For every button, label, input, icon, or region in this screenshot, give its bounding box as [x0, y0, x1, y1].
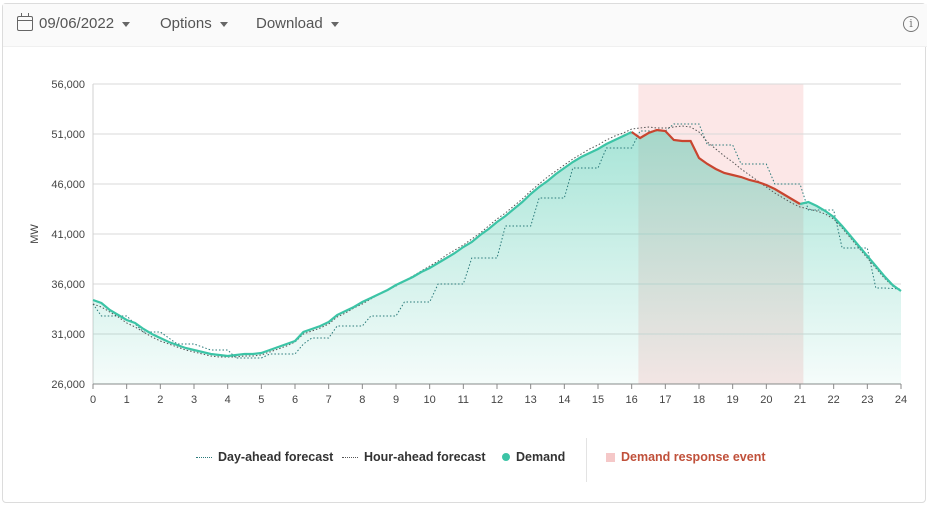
- x-tick-label: 16: [626, 394, 638, 406]
- legend-day-ahead-label: Day-ahead forecast: [218, 450, 334, 464]
- x-tick-label: 4: [225, 394, 231, 406]
- x-tick-label: 0: [90, 394, 96, 406]
- calendar-icon: [17, 13, 33, 31]
- demand-area: [93, 130, 901, 384]
- legend-event[interactable]: Demand response event: [606, 450, 766, 464]
- x-tick-label: 12: [491, 394, 503, 406]
- x-tick-label: 7: [326, 394, 332, 406]
- y-tick-label: 26,000: [51, 379, 85, 391]
- options-label: Options: [160, 15, 212, 32]
- chevron-down-icon: [330, 21, 339, 27]
- legend-hour-ahead-label: Hour-ahead forecast: [364, 450, 486, 464]
- hour-ahead-line: [92, 125, 902, 358]
- legend-event-label: Demand response event: [621, 450, 766, 464]
- y-tick-label: 31,000: [51, 329, 85, 341]
- date-label: 09/06/2022: [39, 15, 115, 32]
- x-tick-label: 10: [424, 394, 436, 406]
- hour-ahead-swatch: [342, 456, 358, 458]
- chevron-down-icon: [122, 21, 131, 27]
- x-tick-label: 5: [258, 394, 264, 406]
- day-ahead-line: [92, 123, 902, 359]
- legend-divider: [586, 438, 587, 482]
- demand-line: [92, 131, 633, 358]
- legend-day-ahead[interactable]: Day-ahead forecast: [196, 450, 333, 464]
- x-tick-label: 20: [760, 394, 772, 406]
- demand-chart: 26,000 31,000 36,000 41,000 46,000 51,000 56,0…: [29, 79, 907, 406]
- download-label: Download: [256, 15, 323, 32]
- demand-line-event: [631, 128, 801, 205]
- x-tick-label: 22: [828, 394, 840, 406]
- y-tick-label: 56,000: [51, 79, 85, 91]
- chart-panel: 09/06/2022 Options Download i 26,000 31,0…: [2, 3, 927, 503]
- x-tick-label: 15: [592, 394, 604, 406]
- y-tick-label: 41,000: [51, 229, 85, 241]
- legend-hour-ahead[interactable]: Hour-ahead forecast: [342, 450, 486, 464]
- chart-legend: Day-ahead forecast Hour-ahead forecast D…: [3, 438, 927, 484]
- y-tick-label: 51,000: [51, 129, 85, 141]
- y-axis-label: MW: [29, 224, 41, 244]
- x-tick-label: 3: [191, 394, 197, 406]
- x-tick-label: 24: [895, 394, 907, 406]
- options-menu[interactable]: Options: [160, 15, 228, 32]
- x-tick-label: 8: [359, 394, 365, 406]
- event-swatch: [606, 452, 615, 462]
- x-tick-label: 9: [393, 394, 399, 406]
- chevron-down-icon: [219, 21, 228, 27]
- demand-swatch: [502, 453, 510, 461]
- x-tick-label: 17: [659, 394, 671, 406]
- x-tick-label: 18: [693, 394, 705, 406]
- x-tick-label: 19: [727, 394, 739, 406]
- y-tick-label: 36,000: [51, 279, 85, 291]
- x-tick-label: 1: [124, 394, 130, 406]
- legend-demand[interactable]: Demand: [502, 450, 565, 464]
- info-icon[interactable]: i: [903, 16, 919, 32]
- x-tick-label: 13: [525, 394, 537, 406]
- day-ahead-swatch: [196, 456, 212, 458]
- chart-toolbar: 09/06/2022 Options Download i: [3, 4, 927, 47]
- x-tick-label: 2: [157, 394, 163, 406]
- demand-line-after: [799, 200, 902, 292]
- x-tick-label: 6: [292, 394, 298, 406]
- y-tick-label: 46,000: [51, 179, 85, 191]
- x-tick-label: 14: [558, 394, 570, 406]
- x-tick-label: 11: [458, 394, 469, 406]
- legend-demand-label: Demand: [516, 450, 566, 464]
- x-tick-label: 23: [861, 394, 873, 406]
- date-picker[interactable]: 09/06/2022: [17, 13, 131, 32]
- download-menu[interactable]: Download: [256, 15, 339, 32]
- x-tick-label: 21: [794, 394, 806, 406]
